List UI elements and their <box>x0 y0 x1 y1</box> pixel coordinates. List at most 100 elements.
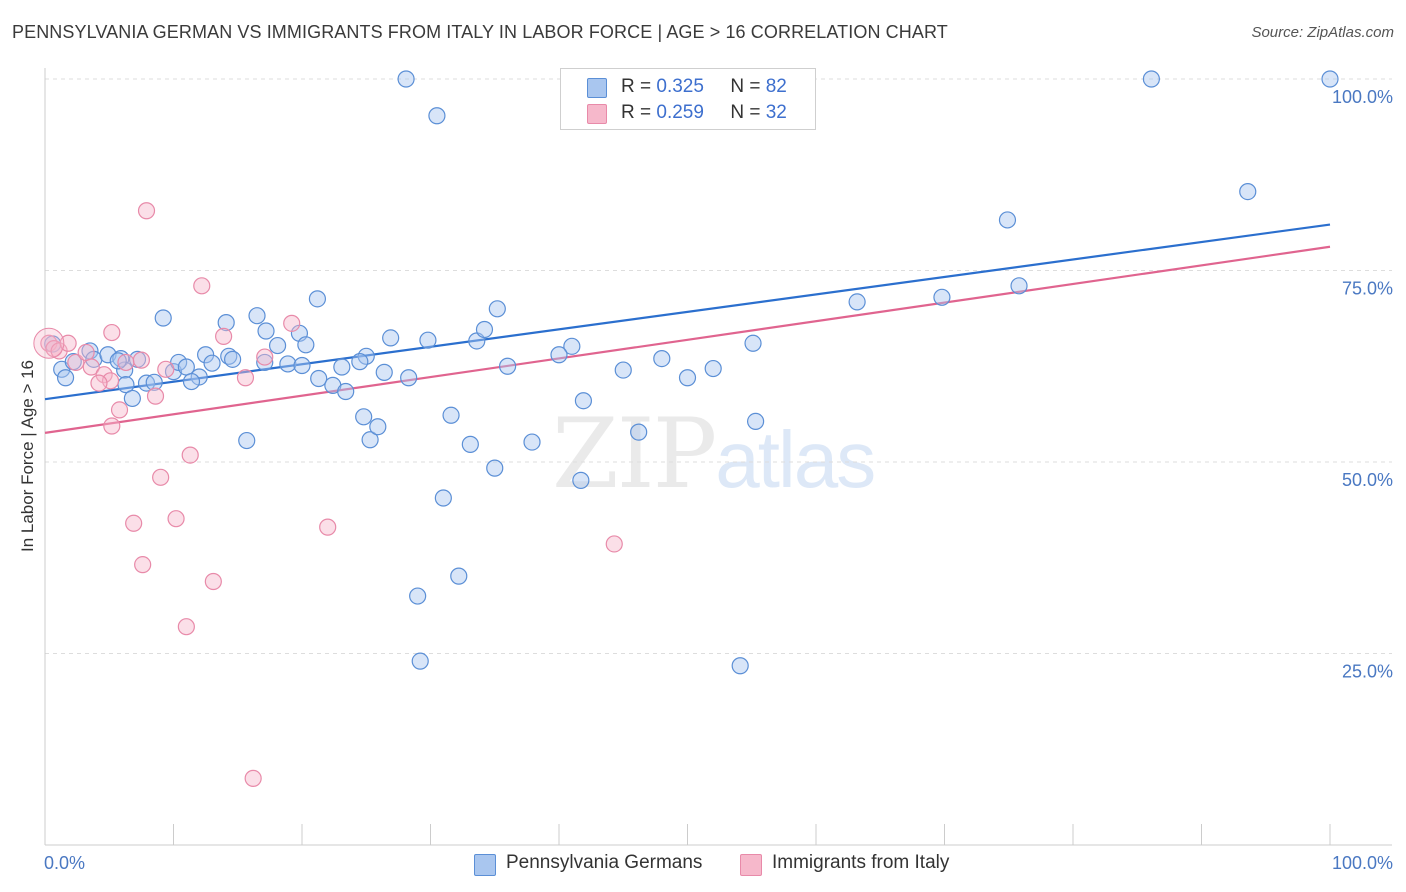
blue-swatch-icon <box>587 78 607 98</box>
data-point-pennsylvania-germans <box>154 309 172 327</box>
data-point-pennsylvania-germans <box>442 406 460 424</box>
data-point-immigrants-from-italy <box>181 446 199 464</box>
data-point-pennsylvania-germans <box>933 288 951 306</box>
data-point-immigrants-from-italy <box>134 556 152 574</box>
legend-r-label: R = <box>621 102 657 123</box>
data-point-immigrants-from-italy <box>67 353 85 372</box>
data-point-pennsylvania-germans <box>145 373 163 391</box>
data-point-pennsylvania-germans <box>574 392 593 410</box>
data-point-pennsylvania-germans <box>256 353 274 372</box>
data-point-immigrants-from-italy <box>125 514 143 532</box>
data-point-pennsylvania-germans <box>293 356 311 375</box>
data-point-immigrants-from-italy <box>177 618 195 636</box>
data-point-immigrants-from-italy <box>77 343 95 362</box>
data-point-pennsylvania-germans <box>998 211 1017 229</box>
source-credit: Source: ZipAtlas.com <box>1251 24 1394 41</box>
data-point-immigrants-from-italy <box>152 468 170 486</box>
data-point-pennsylvania-germans <box>411 652 429 670</box>
data-point-pennsylvania-germans <box>731 657 749 675</box>
data-point-pennsylvania-germans <box>450 567 468 585</box>
data-point-pennsylvania-germans <box>630 423 648 441</box>
data-point-immigrants-from-italy <box>283 314 301 332</box>
data-point-immigrants-from-italy <box>244 769 262 787</box>
data-point-immigrants-from-italy <box>103 417 121 435</box>
x-tick-label: 100.0% <box>1332 853 1393 873</box>
data-point-immigrants-from-italy <box>157 360 175 378</box>
data-point-pennsylvania-germans <box>99 346 117 364</box>
watermark-zip: ZIP <box>552 398 717 510</box>
data-point-pennsylvania-germans <box>248 307 266 325</box>
data-point-pennsylvania-germans <box>744 334 762 352</box>
data-point-pennsylvania-germans <box>375 363 393 381</box>
data-point-immigrants-from-italy <box>90 374 108 392</box>
watermark: ZIPatlas <box>552 398 876 510</box>
data-point-pennsylvania-germans <box>499 357 517 375</box>
data-point-pennsylvania-germans <box>400 369 418 387</box>
data-point-immigrants-from-italy <box>256 348 274 366</box>
watermark-atlas: atlas <box>715 415 876 504</box>
data-point-pennsylvania-germans <box>337 382 355 401</box>
legend-label: Pennsylvania Germans <box>506 852 703 873</box>
data-point-pennsylvania-germans <box>475 320 494 339</box>
y-tick-label: 25.0% <box>1342 662 1393 682</box>
data-point-pennsylvania-germans <box>1239 183 1257 201</box>
data-point-immigrants-from-italy <box>605 535 623 553</box>
trend-line-pennsylvania-germans <box>44 223 1331 401</box>
data-point-pennsylvania-germans <box>678 369 697 387</box>
data-point-pennsylvania-germans <box>333 358 351 376</box>
data-point-pennsylvania-germans <box>563 337 581 355</box>
data-point-pennsylvania-germans <box>56 369 75 387</box>
chart-title: PENNSYLVANIA GERMAN VS IMMIGRANTS FROM I… <box>12 22 948 42</box>
data-point-pennsylvania-germans <box>848 293 866 311</box>
data-point-pennsylvania-germans <box>297 336 315 354</box>
series-pennsylvania-germans <box>44 70 1339 675</box>
data-point-immigrants-from-italy <box>204 572 222 591</box>
data-point-immigrants-from-italy <box>82 358 100 376</box>
axes <box>44 68 1392 846</box>
data-point-pennsylvania-germans <box>308 290 327 308</box>
legend-n-value: 82 <box>765 76 787 97</box>
data-point-pennsylvania-germans <box>382 329 400 347</box>
data-point-pennsylvania-germans <box>1010 277 1028 295</box>
data-point-pennsylvania-germans <box>653 349 671 368</box>
data-point-immigrants-from-italy <box>59 334 77 352</box>
data-point-pennsylvania-germans <box>461 435 479 453</box>
pink-swatch-icon <box>740 854 762 876</box>
data-point-immigrants-from-italy <box>103 323 121 342</box>
legend-n-value: 32 <box>765 102 787 123</box>
data-point-pennsylvania-germans <box>361 431 379 449</box>
x-tick-labels: 0.0% 100.0% <box>44 853 1393 873</box>
data-point-pennsylvania-germans <box>523 433 541 451</box>
legend-label: Immigrants from Italy <box>772 852 950 873</box>
data-point-immigrants-from-italy <box>193 277 211 295</box>
data-point-pennsylvania-germans <box>279 355 297 373</box>
data-point-immigrants-from-italy <box>95 366 113 384</box>
data-point-pennsylvania-germans <box>203 354 221 372</box>
data-point-immigrants-from-italy <box>236 369 255 387</box>
correlation-legend: R = 0.325 N = 82 R = 0.259 N = 32 <box>560 68 816 130</box>
data-point-pennsylvania-germans <box>1321 70 1339 88</box>
data-point-immigrants-from-italy <box>33 327 65 359</box>
trend-lines <box>44 223 1331 434</box>
data-point-pennsylvania-germans <box>369 418 387 436</box>
legend-r-value: 0.325 <box>656 76 704 97</box>
data-point-pennsylvania-germans <box>614 361 632 379</box>
legend-r-label: R = <box>621 76 657 97</box>
data-point-pennsylvania-germans <box>257 322 275 340</box>
legend-n-label: N = <box>730 76 766 97</box>
data-point-pennsylvania-germans <box>355 408 373 426</box>
data-point-pennsylvania-germans <box>550 346 568 364</box>
data-point-pennsylvania-germans <box>488 300 506 318</box>
data-point-pennsylvania-germans <box>428 107 446 125</box>
legend-n-label: N = <box>730 102 766 123</box>
data-point-pennsylvania-germans <box>397 70 415 88</box>
data-point-pennsylvania-germans <box>310 369 328 388</box>
data-point-pennsylvania-germans <box>409 587 427 605</box>
y-tick-label: 50.0% <box>1342 470 1393 490</box>
data-point-immigrants-from-italy <box>132 351 150 369</box>
data-point-pennsylvania-germans <box>419 331 437 349</box>
data-point-pennsylvania-germans <box>224 350 242 368</box>
data-point-pennsylvania-germans <box>182 372 201 391</box>
pink-swatch-icon <box>587 104 607 124</box>
